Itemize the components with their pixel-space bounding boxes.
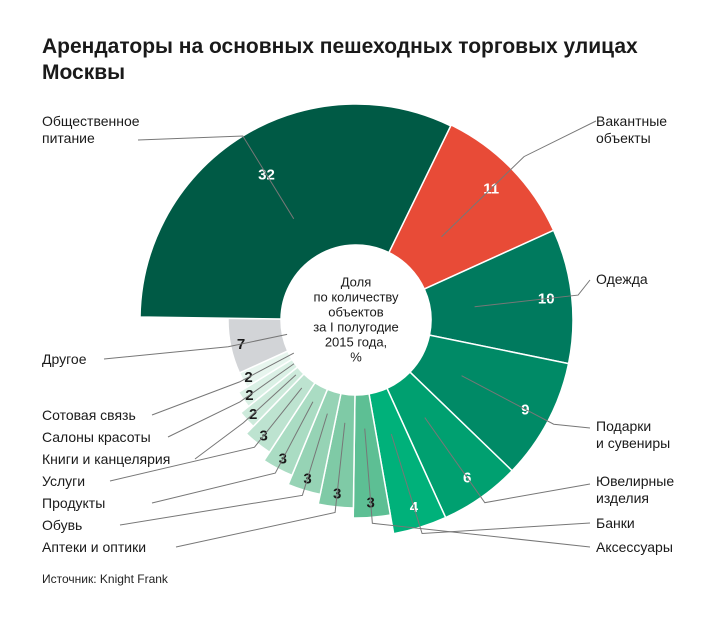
center-label-line-1: Доля bbox=[341, 275, 372, 290]
slice-label-7: Аптеки и оптики bbox=[42, 539, 146, 555]
leader-line-11 bbox=[194, 374, 297, 460]
slice-label-15: питание bbox=[42, 130, 95, 146]
slice-label-13: Сотовая связь bbox=[42, 407, 136, 423]
leader-line-14 bbox=[103, 333, 288, 360]
slice-label-12: Салоны красоты bbox=[42, 429, 151, 445]
slice-15 bbox=[139, 103, 452, 320]
leader-line-15 bbox=[137, 135, 295, 220]
center-label-line-2: по количеству bbox=[313, 290, 399, 305]
leader-line-5 bbox=[390, 433, 591, 535]
slice-label-15: Общественное bbox=[42, 113, 140, 129]
slice-label-8: Обувь bbox=[42, 517, 82, 533]
slice-label-5: Банки bbox=[596, 515, 635, 531]
slice-label-4: изделия bbox=[596, 490, 649, 506]
leader-line-2 bbox=[474, 279, 591, 308]
center-label-line-3: объектов bbox=[328, 305, 383, 320]
slice-label-14: Другое bbox=[42, 351, 87, 367]
leader-line-8 bbox=[119, 413, 328, 526]
chart-title-line-1: Арендаторы на основных пешеходных торгов… bbox=[42, 35, 638, 58]
leader-line-9 bbox=[151, 401, 314, 504]
leader-line-3 bbox=[461, 375, 591, 429]
source-note: Источник: Knight Frank bbox=[42, 572, 168, 586]
slice-label-3: Подарки bbox=[596, 418, 651, 434]
center-label-line-4: за I полугодие bbox=[313, 320, 399, 335]
leader-line-6 bbox=[364, 428, 591, 548]
leader-line-12 bbox=[167, 363, 295, 438]
leader-line-10 bbox=[109, 387, 303, 482]
slice-label-9: Продукты bbox=[42, 495, 105, 511]
slice-2 bbox=[423, 229, 574, 365]
slice-1 bbox=[387, 123, 555, 291]
slice-label-3: и сувениры bbox=[596, 435, 670, 451]
slice-label-10: Услуги bbox=[42, 473, 85, 489]
leader-line-1 bbox=[441, 120, 597, 238]
slice-label-4: Ювелирные bbox=[596, 473, 674, 489]
center-label-line-6: % bbox=[350, 350, 362, 365]
slice-label-1: Вакантные bbox=[596, 113, 667, 129]
slice-label-11: Книги и канцелярия bbox=[42, 451, 170, 467]
slice-label-2: Одежда bbox=[596, 271, 648, 287]
slice-label-1: объекты bbox=[596, 130, 651, 146]
slice-label-6: Аксессуары bbox=[596, 539, 673, 555]
leader-line-7 bbox=[175, 422, 346, 548]
chart-title-line-2: Москвы bbox=[42, 61, 126, 84]
center-label-line-5: 2015 года, bbox=[325, 335, 387, 350]
chart-title: Арендаторы на основных пешеходных торгов… bbox=[42, 34, 702, 86]
leader-line-13 bbox=[151, 352, 295, 416]
leader-line-4 bbox=[424, 417, 591, 504]
